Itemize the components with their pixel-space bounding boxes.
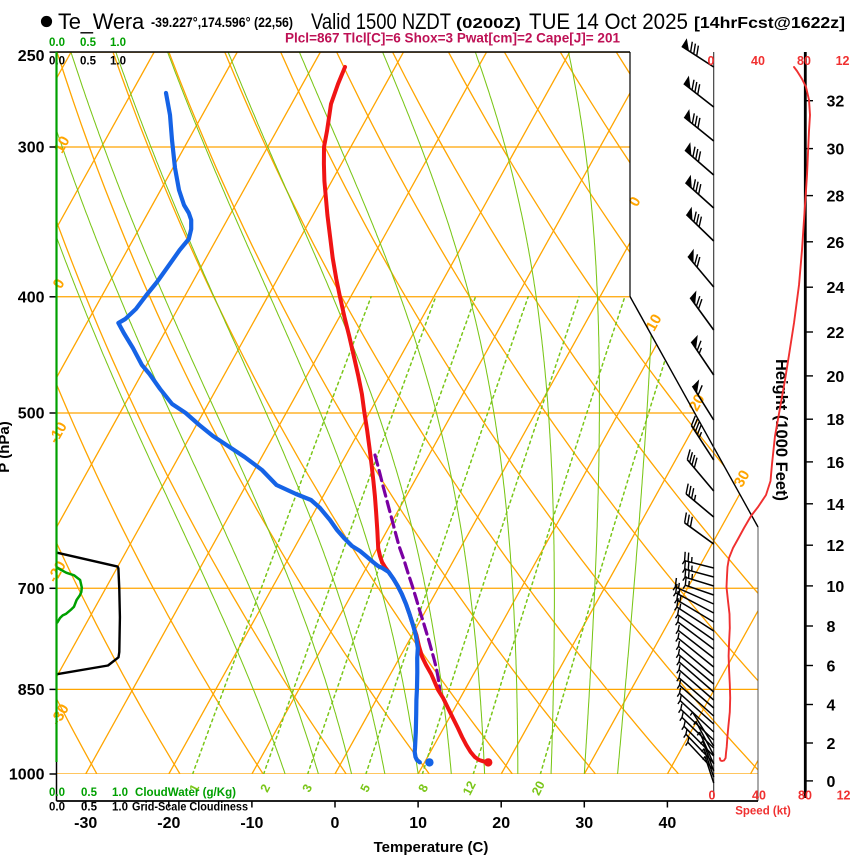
svg-text:0.0: 0.0 <box>49 802 65 814</box>
svg-text:30: 30 <box>731 467 754 490</box>
svg-text:0.5: 0.5 <box>80 56 97 68</box>
svg-text:4: 4 <box>827 698 836 715</box>
svg-text:30: 30 <box>575 815 593 832</box>
svg-text:0: 0 <box>331 815 340 832</box>
svg-text:300: 300 <box>18 140 45 157</box>
svg-text:10: 10 <box>409 815 427 832</box>
svg-text:32: 32 <box>827 94 845 111</box>
svg-text:40: 40 <box>751 54 765 68</box>
svg-text:500: 500 <box>18 406 45 423</box>
svg-text:40: 40 <box>752 789 766 803</box>
svg-text:-20: -20 <box>157 815 180 832</box>
svg-text:20: 20 <box>529 779 548 798</box>
svg-text:30: 30 <box>827 142 845 159</box>
svg-text:Temperature (C): Temperature (C) <box>374 839 489 856</box>
svg-text:-10: -10 <box>240 815 263 832</box>
svg-text:0.5: 0.5 <box>81 802 98 814</box>
svg-text:(0200Z): (0200Z) <box>456 15 521 32</box>
svg-text:20: 20 <box>686 391 709 414</box>
svg-text:1000: 1000 <box>9 767 45 784</box>
svg-text:Te_Wera: Te_Wera <box>58 9 145 34</box>
svg-text:0.5: 0.5 <box>81 787 98 799</box>
svg-text:12: 12 <box>460 779 479 798</box>
svg-text:0.0: 0.0 <box>49 787 65 799</box>
svg-text:Plcl=867 Tlcl[C]=6 Shox=3 Pwat: Plcl=867 Tlcl[C]=6 Shox=3 Pwat[cm]=2 Cap… <box>285 31 620 46</box>
svg-text:20: 20 <box>827 369 845 386</box>
svg-text:1.0: 1.0 <box>112 787 128 799</box>
svg-text:18: 18 <box>827 412 845 429</box>
svg-text:Grid-Scale Cloudiness: Grid-Scale Cloudiness <box>132 802 248 814</box>
svg-text:24: 24 <box>827 280 845 297</box>
svg-text:2: 2 <box>827 736 836 753</box>
svg-text:0: 0 <box>708 54 715 68</box>
svg-text:-39.227°,174.596° (22,56): -39.227°,174.596° (22,56) <box>151 14 293 30</box>
svg-text:400: 400 <box>18 289 45 306</box>
svg-text:80: 80 <box>798 789 812 803</box>
svg-text:250: 250 <box>18 48 45 65</box>
svg-text:850: 850 <box>18 682 45 699</box>
svg-text:6: 6 <box>827 659 836 676</box>
svg-text:TUE 14 Oct 2025: TUE 14 Oct 2025 <box>529 9 688 34</box>
svg-text:Speed (kt): Speed (kt) <box>735 806 791 818</box>
svg-text:120: 120 <box>837 789 850 803</box>
svg-text:[14hrFcst@1622z]: [14hrFcst@1622z] <box>694 15 845 32</box>
svg-text:1.0: 1.0 <box>110 56 126 68</box>
svg-text:12: 12 <box>827 538 845 555</box>
svg-text:22: 22 <box>827 325 845 342</box>
svg-text:P (hPa): P (hPa) <box>0 421 13 472</box>
svg-text:0.0: 0.0 <box>49 37 65 49</box>
svg-text:120: 120 <box>836 54 850 68</box>
svg-text:1.0: 1.0 <box>112 802 128 814</box>
svg-text:16: 16 <box>827 455 845 472</box>
svg-text:80: 80 <box>797 54 811 68</box>
svg-text:28: 28 <box>827 189 845 206</box>
svg-text:0: 0 <box>709 789 716 803</box>
svg-text:Valid 1500 NZDT: Valid 1500 NZDT <box>311 9 451 34</box>
svg-text:0: 0 <box>827 774 836 791</box>
svg-text:20: 20 <box>492 815 510 832</box>
svg-text:8: 8 <box>827 619 836 636</box>
svg-text:26: 26 <box>827 235 845 252</box>
svg-text:-30: -30 <box>74 815 97 832</box>
svg-text:40: 40 <box>659 815 677 832</box>
svg-text:1.0: 1.0 <box>110 37 126 49</box>
svg-text:0.5: 0.5 <box>80 37 97 49</box>
svg-text:700: 700 <box>18 581 45 598</box>
svg-text:Height (1000 Feet): Height (1000 Feet) <box>772 359 790 501</box>
svg-text:10: 10 <box>827 579 845 596</box>
svg-text:CloudWater (g/Kg): CloudWater (g/Kg) <box>135 787 236 799</box>
svg-text:14: 14 <box>827 497 845 514</box>
